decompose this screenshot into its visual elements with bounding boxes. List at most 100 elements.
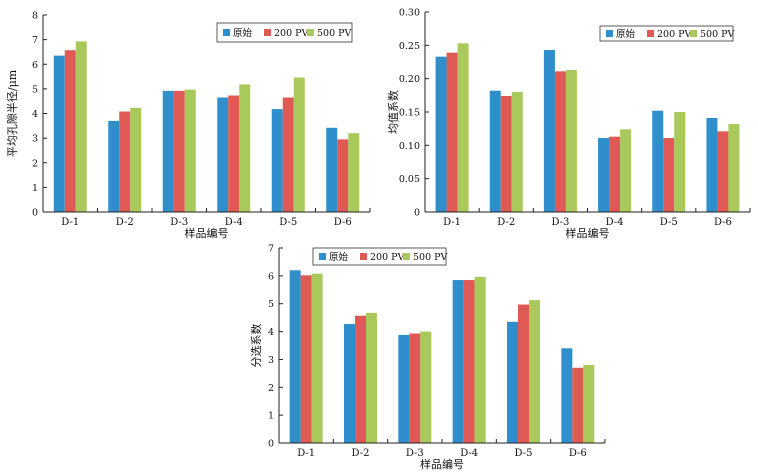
y-tick-label: 7 <box>32 35 38 46</box>
bar-D-3-2 <box>409 333 421 443</box>
x-tick-label: D-2 <box>352 448 370 459</box>
bar-D-1-3 <box>311 273 323 443</box>
bar-D-6-2 <box>337 139 349 212</box>
y-axis-label: 平均孔隙半径/μm <box>5 69 19 157</box>
bar-D-1-1 <box>435 56 447 212</box>
y-tick-label: 0.20 <box>399 74 420 85</box>
legend-swatch <box>647 30 654 37</box>
y-tick-label: 7 <box>268 244 274 255</box>
bar-D-2-2 <box>500 96 512 212</box>
legend-swatch <box>690 30 697 37</box>
chart-1: D-1 D-2 D-3 D-4 D-5 D-6 0 1 2 3 4 5 6 7 8 样品编号 平均孔隙半径/μm… <box>5 11 371 240</box>
legend: 原始 200 PV 500 PV <box>216 22 353 43</box>
x-tick-label: D-5 <box>660 217 678 228</box>
bar-D-2-1 <box>489 90 501 212</box>
bar-D-4-1 <box>452 280 464 443</box>
chart-3: D-1 D-2 D-3 D-4 D-5 D-6 0 1 2 3 4 5 6 7 样品编号 分选系数 原始 200 … <box>250 244 606 471</box>
x-tick-label: D-4 <box>225 217 243 228</box>
x-tick-label: D-2 <box>116 217 134 228</box>
bar-D-6-1 <box>561 348 573 443</box>
bar-D-5-1 <box>507 321 518 443</box>
x-tick-label: D-1 <box>297 448 315 459</box>
x-axis-label: 样品编号 <box>420 457 464 471</box>
legend-swatch <box>307 29 314 36</box>
bar-D-1-3 <box>457 43 469 212</box>
y-tick-label: 0 <box>414 208 420 219</box>
legend: 原始 200 PV 500 PV <box>312 247 448 266</box>
bar-D-1-2 <box>300 275 312 443</box>
y-axis-label: 分选系数 <box>250 324 263 368</box>
bar-D-4-2 <box>609 136 621 212</box>
bar-D-4-1 <box>217 97 229 212</box>
legend-swatch <box>319 253 326 260</box>
legend-swatch <box>403 253 410 260</box>
bar-D-1-3 <box>75 41 87 212</box>
x-tick-label: D-6 <box>569 448 587 459</box>
y-tick-label: 0.10 <box>399 141 420 152</box>
x-tick-label: D-4 <box>460 448 478 459</box>
y-tick-label: 0 <box>268 439 274 450</box>
bar-D-3-1 <box>543 50 555 212</box>
y-tick-label: 2 <box>268 383 274 394</box>
legend-swatch <box>360 253 367 260</box>
x-tick-label: D-3 <box>551 217 569 228</box>
bar-D-5-2 <box>663 138 675 212</box>
bar-D-3-1 <box>398 334 410 443</box>
bar-D-5-1 <box>271 109 283 212</box>
chart-2: D-1 D-2 D-3 D-4 D-5 D-6 0 0.05 0.10 0.15 0.20 0.25 0… <box>387 8 751 240</box>
y-tick-label: 1 <box>32 183 38 194</box>
bar-D-1-1 <box>289 270 301 443</box>
bar-D-3-3 <box>565 70 577 212</box>
legend-entry: 原始 <box>233 27 253 39</box>
x-tick-label: D-4 <box>606 217 624 228</box>
x-tick-label: D-6 <box>714 217 732 228</box>
x-tick-label: D-5 <box>279 217 297 228</box>
x-tick-label: D-6 <box>334 217 352 228</box>
bar-D-5-3 <box>674 112 686 212</box>
bar-D-3-2 <box>554 71 566 212</box>
bar-D-6-2 <box>717 131 729 212</box>
y-tick-label: 2 <box>32 158 38 169</box>
y-tick-label: 4 <box>32 109 38 120</box>
bar-D-5-2 <box>282 97 294 212</box>
bar-D-6-3 <box>348 133 360 212</box>
bar-D-2-2 <box>119 111 131 212</box>
y-tick-label: 0.05 <box>399 174 420 185</box>
legend-entry: 200 PV <box>370 252 405 263</box>
bar-D-6-2 <box>572 367 584 443</box>
legend-entry: 原始 <box>329 251 349 263</box>
x-tick-label: D-1 <box>443 217 461 228</box>
legend-swatch <box>264 29 271 36</box>
legend-box <box>312 247 447 266</box>
bar-D-2-3 <box>366 312 377 443</box>
bar-D-4-1 <box>598 138 610 212</box>
bar-D-4-2 <box>228 95 240 212</box>
bar-D-6-1 <box>706 118 718 212</box>
legend-entry: 200 PV <box>274 28 309 39</box>
y-tick-label: 6 <box>268 271 274 282</box>
y-tick-label: 8 <box>32 11 38 22</box>
legend-swatch <box>223 29 230 36</box>
legend-entry: 原始 <box>616 28 636 40</box>
bar-D-5-3 <box>529 300 540 443</box>
x-tick-label: D-3 <box>170 217 188 228</box>
bar-D-3-3 <box>184 89 196 212</box>
x-tick-label: D-1 <box>61 217 79 228</box>
y-tick-label: 3 <box>268 355 274 366</box>
bar-D-6-1 <box>326 127 338 212</box>
bar-D-4-3 <box>620 129 632 212</box>
bar-D-6-3 <box>583 365 595 443</box>
bar-D-3-1 <box>162 90 174 212</box>
legend-entry: 500 PV <box>700 29 735 40</box>
bar-D-2-3 <box>511 92 523 212</box>
y-tick-label: 0.15 <box>399 108 420 119</box>
x-axis-label: 样品编号 <box>185 226 229 240</box>
x-tick-label: D-5 <box>515 448 533 459</box>
bar-D-1-2 <box>446 52 458 212</box>
legend-entry: 500 PV <box>317 28 352 39</box>
y-tick-label: 6 <box>32 60 38 71</box>
y-tick-label: 4 <box>268 327 274 338</box>
bar-D-4-3 <box>239 84 251 212</box>
bar-D-4-3 <box>474 276 486 443</box>
bar-D-1-2 <box>64 50 76 213</box>
